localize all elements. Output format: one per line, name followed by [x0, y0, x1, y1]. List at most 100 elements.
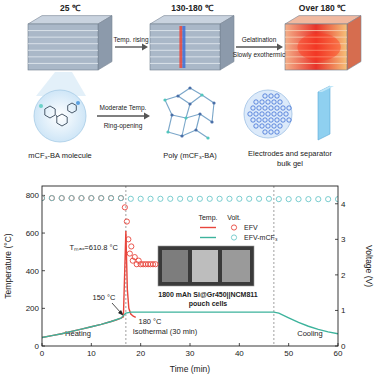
- mesh: [260, 112, 264, 116]
- plot-area: [42, 195, 338, 337]
- arrow-head: [144, 113, 150, 120]
- node: [194, 128, 197, 131]
- voltage-point: [89, 195, 94, 200]
- cube-side: [347, 16, 361, 70]
- mesh: [269, 106, 273, 110]
- label: Over 180 ℃: [299, 3, 346, 13]
- annotation: Tₘₐₓ=610.8 °C: [70, 243, 119, 252]
- mesh: [278, 124, 282, 128]
- mesh: [269, 94, 273, 98]
- label: Ring-opening: [104, 122, 143, 130]
- mesh: [275, 130, 279, 134]
- node: [200, 93, 203, 96]
- x-tick-label: 40: [235, 349, 244, 358]
- legend-entry: EFV-mCF₃: [244, 234, 278, 241]
- chain: [190, 95, 202, 104]
- node: [184, 116, 187, 119]
- chain: [212, 103, 214, 122]
- plot-frame: [42, 186, 338, 346]
- node: [188, 86, 191, 89]
- x-tick: [190, 343, 191, 346]
- glow: [297, 33, 340, 61]
- layer: [28, 56, 98, 57]
- label: Temp. rising: [113, 36, 148, 44]
- voltage-point: [108, 195, 113, 200]
- annotation: 1800 mAh Si@Gr450||NCM811: [158, 291, 258, 299]
- chain: [182, 130, 196, 136]
- mesh: [260, 124, 264, 128]
- voltage-point: [168, 196, 173, 201]
- node: [206, 136, 209, 139]
- y-axis-title: Temperature (°C): [3, 233, 13, 298]
- voltage-point: [79, 195, 84, 200]
- voltage-point: [178, 196, 183, 201]
- voltage-point: [237, 196, 242, 201]
- atom: [39, 104, 43, 108]
- voltage-point: [127, 251, 132, 256]
- y-tick-label: 200: [26, 304, 40, 313]
- arrow-shaft: [115, 46, 143, 47]
- photo-cell: [192, 250, 218, 282]
- ring: [57, 114, 67, 126]
- mesh: [287, 106, 291, 110]
- mesh: [275, 94, 279, 98]
- annotation: 180 °C: [138, 317, 162, 326]
- mesh: [281, 118, 285, 122]
- gel-slab-top: [318, 86, 334, 92]
- annotation: Isothermal (30 min): [133, 327, 198, 336]
- node: [176, 94, 179, 97]
- molecule-bubble: [34, 90, 86, 142]
- label: Moderate Temp.: [100, 104, 147, 112]
- node: [210, 120, 213, 123]
- mesh: [260, 100, 264, 104]
- x-tick: [140, 343, 141, 346]
- heat-line: [182, 26, 185, 68]
- y2-tick-label: 0: [341, 342, 346, 351]
- mesh: [254, 100, 258, 104]
- chain: [190, 88, 202, 95]
- chain: [168, 115, 172, 132]
- mesh: [266, 112, 270, 116]
- voltage-point: [108, 195, 113, 200]
- x-tick: [239, 343, 240, 346]
- chain: [178, 88, 190, 96]
- annotation: Cooling: [297, 329, 322, 338]
- y2-tick: [335, 274, 338, 275]
- photo-cell: [162, 250, 188, 282]
- schematic: 25 ℃130-180 ℃Over 180 ℃Temp. risingGelat…: [28, 3, 361, 168]
- voltage-point: [276, 197, 281, 202]
- x-tick: [288, 343, 289, 346]
- mesh: [266, 100, 270, 104]
- mesh: [275, 118, 279, 122]
- voltage-point: [187, 196, 192, 201]
- y-tick-label: 600: [26, 229, 40, 238]
- mesh: [275, 106, 279, 110]
- y2-tick-label: 4: [341, 200, 346, 209]
- voltage-point: [129, 244, 134, 249]
- node: [166, 130, 169, 133]
- label: mCF₃-BA molecule: [28, 151, 92, 160]
- temperature-line: [42, 231, 136, 338]
- label: Slowly exothermic: [233, 51, 286, 59]
- voltage-point: [148, 196, 153, 201]
- chain: [182, 118, 186, 136]
- mesh: [278, 100, 282, 104]
- x-tick-label: 0: [40, 349, 45, 358]
- legend-entry: EFV: [244, 224, 258, 231]
- node: [180, 134, 183, 137]
- gel-bubble: [244, 90, 292, 138]
- voltage-point: [256, 196, 261, 201]
- voltage-point: [286, 197, 291, 202]
- voltage-point: [316, 197, 321, 202]
- mesh: [272, 100, 276, 104]
- cube-side: [220, 16, 234, 70]
- layer: [285, 63, 347, 64]
- y2-tick-label: 2: [341, 271, 346, 280]
- voltage-point: [79, 195, 84, 200]
- mesh: [272, 124, 276, 128]
- label: Poly (mCF₃-BA): [163, 151, 217, 160]
- node: [188, 102, 191, 105]
- layer: [28, 50, 98, 51]
- chain: [196, 114, 200, 130]
- y2-tick: [335, 203, 338, 204]
